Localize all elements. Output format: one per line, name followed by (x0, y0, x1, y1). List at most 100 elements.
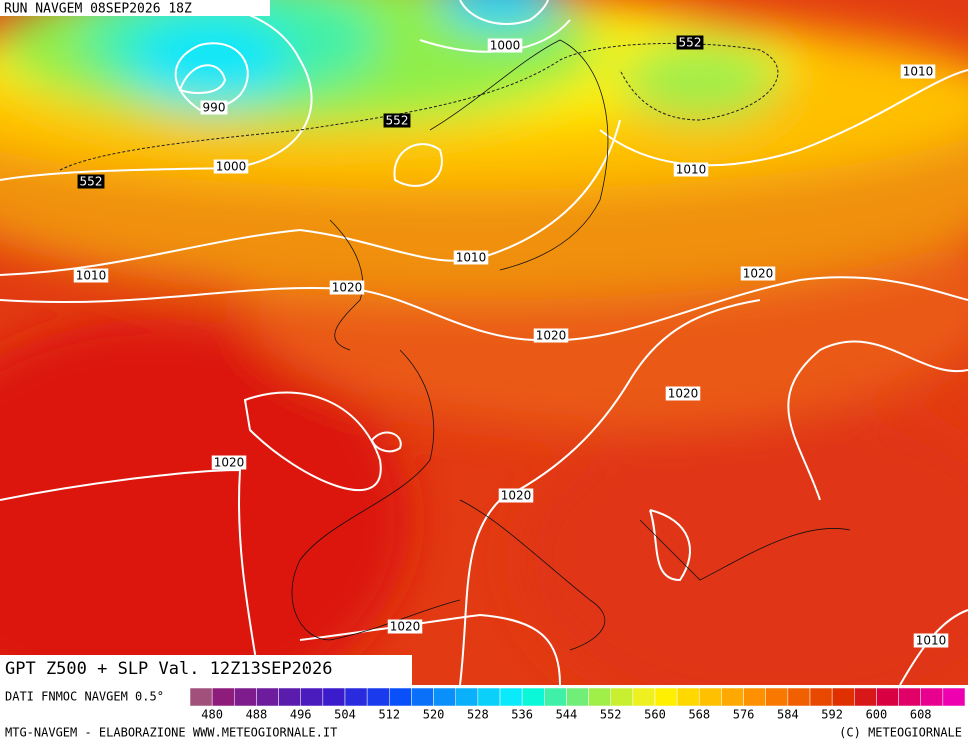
contour-label-bg (200, 100, 228, 115)
colorbar-tick-label: 520 (423, 708, 445, 722)
colorbar-tick-label: 576 (733, 708, 755, 722)
colorbar-tick-label: 512 (378, 708, 400, 722)
contour-label: 1020 (743, 267, 774, 281)
colorbar: 480 488 496 504 512 520 528 536 544 552 560 568 576 5… (189, 687, 966, 722)
colorbar-swatch (566, 687, 589, 707)
colorbar-tick-label: 544 (556, 708, 578, 722)
contour-label-bg (913, 633, 949, 648)
colorbar-swatch (632, 687, 656, 707)
contour-label: 1020 (214, 456, 245, 470)
colorbar-swatch (499, 687, 523, 707)
legend-source: DATI FNMOC NAVGEM 0.5° (5, 690, 164, 704)
colorbar-swatch (300, 687, 324, 707)
contour-label: 552 (679, 36, 702, 50)
contour-label: 1020 (332, 281, 363, 295)
contour-label: 1010 (456, 251, 487, 265)
colorbar-swatch (610, 687, 634, 707)
colorbar-swatch (898, 687, 921, 707)
contour-label: 1020 (501, 489, 532, 503)
contour-label-bg (665, 386, 701, 401)
contour-labels: 1000 552 1010 990 552 1000 1010 552 1010 1010 1020… (73, 35, 949, 648)
run-title: RUN NAVGEM 08SEP2026 18Z (4, 2, 192, 17)
colorbar-swatch (765, 687, 789, 707)
header-box (0, 0, 270, 16)
colorbar-tick-label: 552 (600, 708, 622, 722)
colorbar-tick-label: 592 (821, 708, 843, 722)
colorbar-swatch (544, 687, 567, 707)
caption: GPT Z500 + SLP Val. 12Z13SEP2026 (5, 659, 333, 679)
coastlines (291, 39, 851, 651)
colorbar-swatch (831, 687, 855, 707)
colorbar-swatch (234, 687, 257, 707)
colorbar-swatch (389, 687, 412, 707)
footer-right: (C) METEOGIORNALE (839, 726, 962, 740)
contour-label: 1000 (216, 160, 247, 174)
contour-label-bg (387, 619, 423, 634)
colorbar-tick-label: 488 (246, 708, 268, 722)
contour-label-bg (73, 268, 109, 283)
contour-label-bg (533, 328, 569, 343)
contour-label: 1020 (668, 387, 699, 401)
colorbar-swatch (521, 687, 545, 707)
colorbar-tick-label: 600 (866, 708, 888, 722)
contour-label-bg (453, 250, 489, 265)
contour-label-bg (900, 64, 936, 79)
footer-left: MTG-NAVGEM - ELABORAZIONE WWW.METEOGIORN… (5, 726, 337, 740)
contour-label-bg (498, 488, 534, 503)
colorbar-swatch (278, 687, 301, 707)
colorbar-tick-label: 608 (910, 708, 932, 722)
colorbar-swatch (256, 687, 279, 707)
caption-box (0, 655, 412, 685)
contour-label: 552 (80, 175, 103, 189)
contour-label-bg (740, 266, 776, 281)
colorbar-tick-label: 584 (777, 708, 799, 722)
colorbar-swatch (654, 687, 678, 707)
contour-label-bg (383, 113, 411, 128)
colorbar-tick-label: 528 (467, 708, 489, 722)
colorbar-swatch (699, 687, 722, 707)
contour-label: 1010 (676, 163, 707, 177)
colorbar-swatch (920, 687, 944, 707)
contour-label-bg (487, 38, 523, 53)
colorbar-swatch (854, 687, 877, 707)
contour-label-bg (673, 162, 709, 177)
colorbar-swatch (211, 687, 235, 707)
colorbar-swatch (588, 687, 611, 707)
colorbar-tick-label: 560 (644, 708, 666, 722)
colorbar-tick-label: 536 (511, 708, 533, 722)
contour-label-bg (329, 280, 365, 295)
colorbar-swatch (809, 687, 833, 707)
colorbar-swatch (743, 687, 766, 707)
colorbar-swatch (189, 687, 213, 707)
colorbar-swatch (411, 687, 434, 707)
colorbar-swatch (477, 687, 501, 707)
contour-label-bg (676, 35, 704, 50)
contour-label: 1020 (390, 620, 421, 634)
colorbar-swatch (366, 687, 390, 707)
colorbar-tick-label: 568 (688, 708, 710, 722)
contour-label: 1000 (490, 39, 521, 53)
contour-label-bg (77, 174, 105, 189)
colorbar-tick-label: 504 (334, 708, 356, 722)
isohypse-552 (59, 42, 779, 171)
colorbar-swatch (942, 687, 966, 707)
contour-label-bg (213, 159, 249, 174)
colorbar-swatch (433, 687, 456, 707)
colorbar-swatch (322, 687, 346, 707)
colorbar-tick-label: 496 (290, 708, 312, 722)
contour-label: 552 (386, 114, 409, 128)
contour-label: 1010 (916, 634, 947, 648)
map (0, 0, 968, 685)
contour-label: 1010 (76, 269, 107, 283)
colorbar-swatch (876, 687, 899, 707)
colorbar-swatch (787, 687, 811, 707)
contour-label-bg (211, 455, 247, 470)
colorbar-swatch (455, 687, 479, 707)
contour-label: 1020 (536, 329, 567, 343)
colorbar-tick-label: 480 (201, 708, 223, 722)
colorbar-swatch (721, 687, 744, 707)
colorbar-swatch (344, 687, 368, 707)
contour-label: 1010 (903, 65, 934, 79)
contour-label: 990 (203, 101, 226, 115)
